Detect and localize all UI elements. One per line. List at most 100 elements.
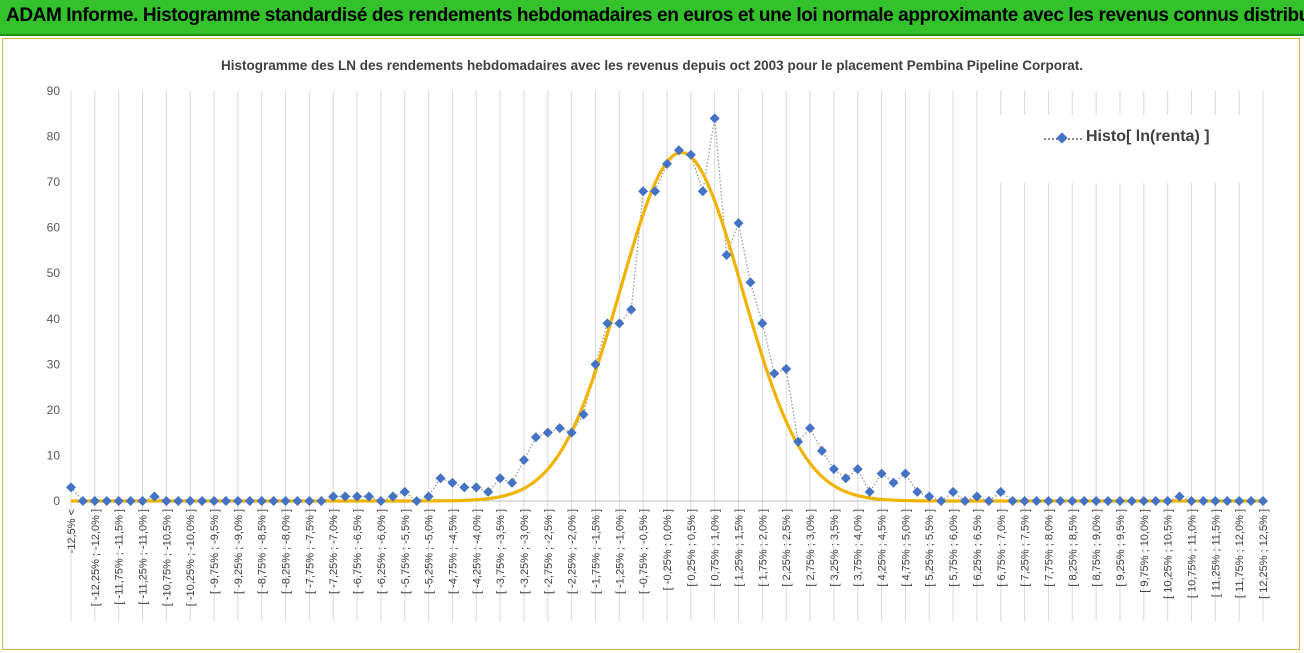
chart-title: Histogramme des LN des rendements hebdom… xyxy=(220,58,1084,73)
x-tick-label: [ 9,75% ; 10,0% ] xyxy=(1139,509,1151,593)
x-tick-label: [ -1,25% ; -1,0% ] xyxy=(614,509,626,594)
data-point xyxy=(352,491,363,502)
data-point xyxy=(662,158,672,169)
data-point xyxy=(697,186,708,197)
legend: Histo[ ln(renta) ] xyxy=(1000,115,1245,183)
data-point xyxy=(650,186,661,197)
data-point xyxy=(721,250,732,260)
x-tick-label: [ -9,75% ; -9,5% ] xyxy=(209,509,221,594)
data-point xyxy=(471,482,482,493)
data-point xyxy=(733,218,744,229)
data-point xyxy=(888,477,899,488)
data-point xyxy=(638,186,649,197)
x-tick-label: [ 4,75% ; 5,0% ] xyxy=(900,509,912,587)
x-tick-label: [ 10,75% ; 11,0% ] xyxy=(1186,509,1198,598)
x-tick-label: -12,5% < xyxy=(66,509,78,553)
x-tick-label: [ -4,25% ; -4,0% ] xyxy=(471,509,483,594)
data-point xyxy=(1222,496,1233,506)
data-point xyxy=(816,445,827,456)
x-tick-label: [ -7,75% ; -7,5% ] xyxy=(304,509,316,594)
data-point xyxy=(1091,496,1102,506)
data-point xyxy=(828,464,839,475)
x-tick-label: [ 0,75% ; 1,0% ] xyxy=(710,509,722,587)
x-tick-label: [ 7,25% ; 7,5% ] xyxy=(1020,509,1032,587)
data-point xyxy=(328,491,339,502)
data-point xyxy=(1126,496,1137,506)
data-point xyxy=(995,486,1006,497)
x-tick-label: [ -5,25% ; -5,0% ] xyxy=(424,509,436,594)
data-point xyxy=(77,496,88,506)
y-tick-label: 0 xyxy=(53,494,60,508)
data-point xyxy=(936,496,947,506)
data-point xyxy=(149,491,160,502)
x-tick-label: [ 11,25% ; 11,5% ] xyxy=(1210,509,1222,597)
y-tick-label: 10 xyxy=(47,448,61,462)
data-point xyxy=(375,496,386,506)
data-point xyxy=(185,496,196,506)
x-tick-label: [ -0,25% ; 0,0% ] xyxy=(662,509,674,590)
x-tick-label: [ 1,75% ; 2,0% ] xyxy=(757,509,769,587)
x-tick-label: [ 3,25% ; 3,5% ] xyxy=(829,509,841,587)
data-point xyxy=(852,464,863,475)
data-point xyxy=(256,496,267,506)
x-tick-label: [ -8,25% ; -8,0% ] xyxy=(281,509,293,594)
tick-label-layer: 0 10 20 30 40 50 60 70 80 90 -12,5% < [ -12,25% ; -… xyxy=(47,84,1270,606)
x-tick-label: [ -11,25% ; -11,0% ] xyxy=(138,509,150,605)
x-tick-label: [ -7,25% ; -7,0% ] xyxy=(328,509,340,594)
data-point xyxy=(924,491,935,502)
data-point xyxy=(530,432,541,443)
x-tick-label: [ -4,75% ; -4,5% ] xyxy=(447,509,459,594)
data-point xyxy=(578,409,589,420)
data-point xyxy=(244,496,255,506)
data-point xyxy=(1055,496,1066,506)
data-point xyxy=(399,486,410,497)
x-tick-label: [ 8,75% ; 9,0% ] xyxy=(1091,509,1103,587)
y-tick-label: 50 xyxy=(47,266,61,280)
data-point xyxy=(673,145,684,156)
series-layer xyxy=(66,113,1268,506)
data-point xyxy=(1067,496,1078,506)
data-point xyxy=(137,496,148,506)
data-point xyxy=(101,496,112,506)
x-tick-label: [ -10,25% ; -10,0% ] xyxy=(185,509,197,606)
data-point xyxy=(566,427,577,438)
data-point xyxy=(1234,496,1245,506)
y-tick-label: 20 xyxy=(47,403,61,417)
y-tick-label: 90 xyxy=(47,84,61,98)
x-tick-label: [ 5,25% ; 5,5% ] xyxy=(924,509,936,587)
x-tick-label: [ -9,25% ; -9,0% ] xyxy=(233,509,245,594)
data-point xyxy=(459,482,470,493)
data-point xyxy=(840,473,851,484)
data-point xyxy=(292,496,303,506)
data-point xyxy=(1138,496,1149,506)
x-tick-label: [ -5,75% ; -5,5% ] xyxy=(400,509,412,594)
data-point xyxy=(316,496,327,506)
data-point xyxy=(423,491,434,502)
data-point xyxy=(1043,496,1054,506)
x-tick-label: [ -0,75% ; -0,5% ] xyxy=(638,509,650,594)
data-point xyxy=(113,496,124,506)
data-point xyxy=(757,318,768,329)
data-point xyxy=(518,455,529,465)
legend-diamond-icon xyxy=(1056,132,1068,144)
x-tick-label: [ -3,75% ; -3,5% ] xyxy=(495,509,507,594)
data-point xyxy=(1258,496,1268,506)
data-point xyxy=(66,482,76,493)
data-point xyxy=(173,496,184,506)
data-point xyxy=(948,486,959,497)
data-point xyxy=(971,491,982,502)
data-point xyxy=(1007,496,1018,506)
data-point xyxy=(602,318,613,329)
data-point xyxy=(1114,496,1125,506)
data-point xyxy=(1186,496,1197,506)
data-point xyxy=(209,496,220,506)
data-point xyxy=(793,436,804,447)
report-title: ADAM Informe. Histogramme standardisé de… xyxy=(6,5,1304,26)
grid-layer xyxy=(70,91,1264,621)
y-tick-label: 30 xyxy=(47,357,61,371)
data-point xyxy=(447,477,458,488)
x-tick-label: [ -11,75% ; -11,5% ] xyxy=(114,509,126,605)
data-point xyxy=(1150,496,1161,506)
x-tick-label: [ -8,75% ; -8,5% ] xyxy=(257,509,269,594)
